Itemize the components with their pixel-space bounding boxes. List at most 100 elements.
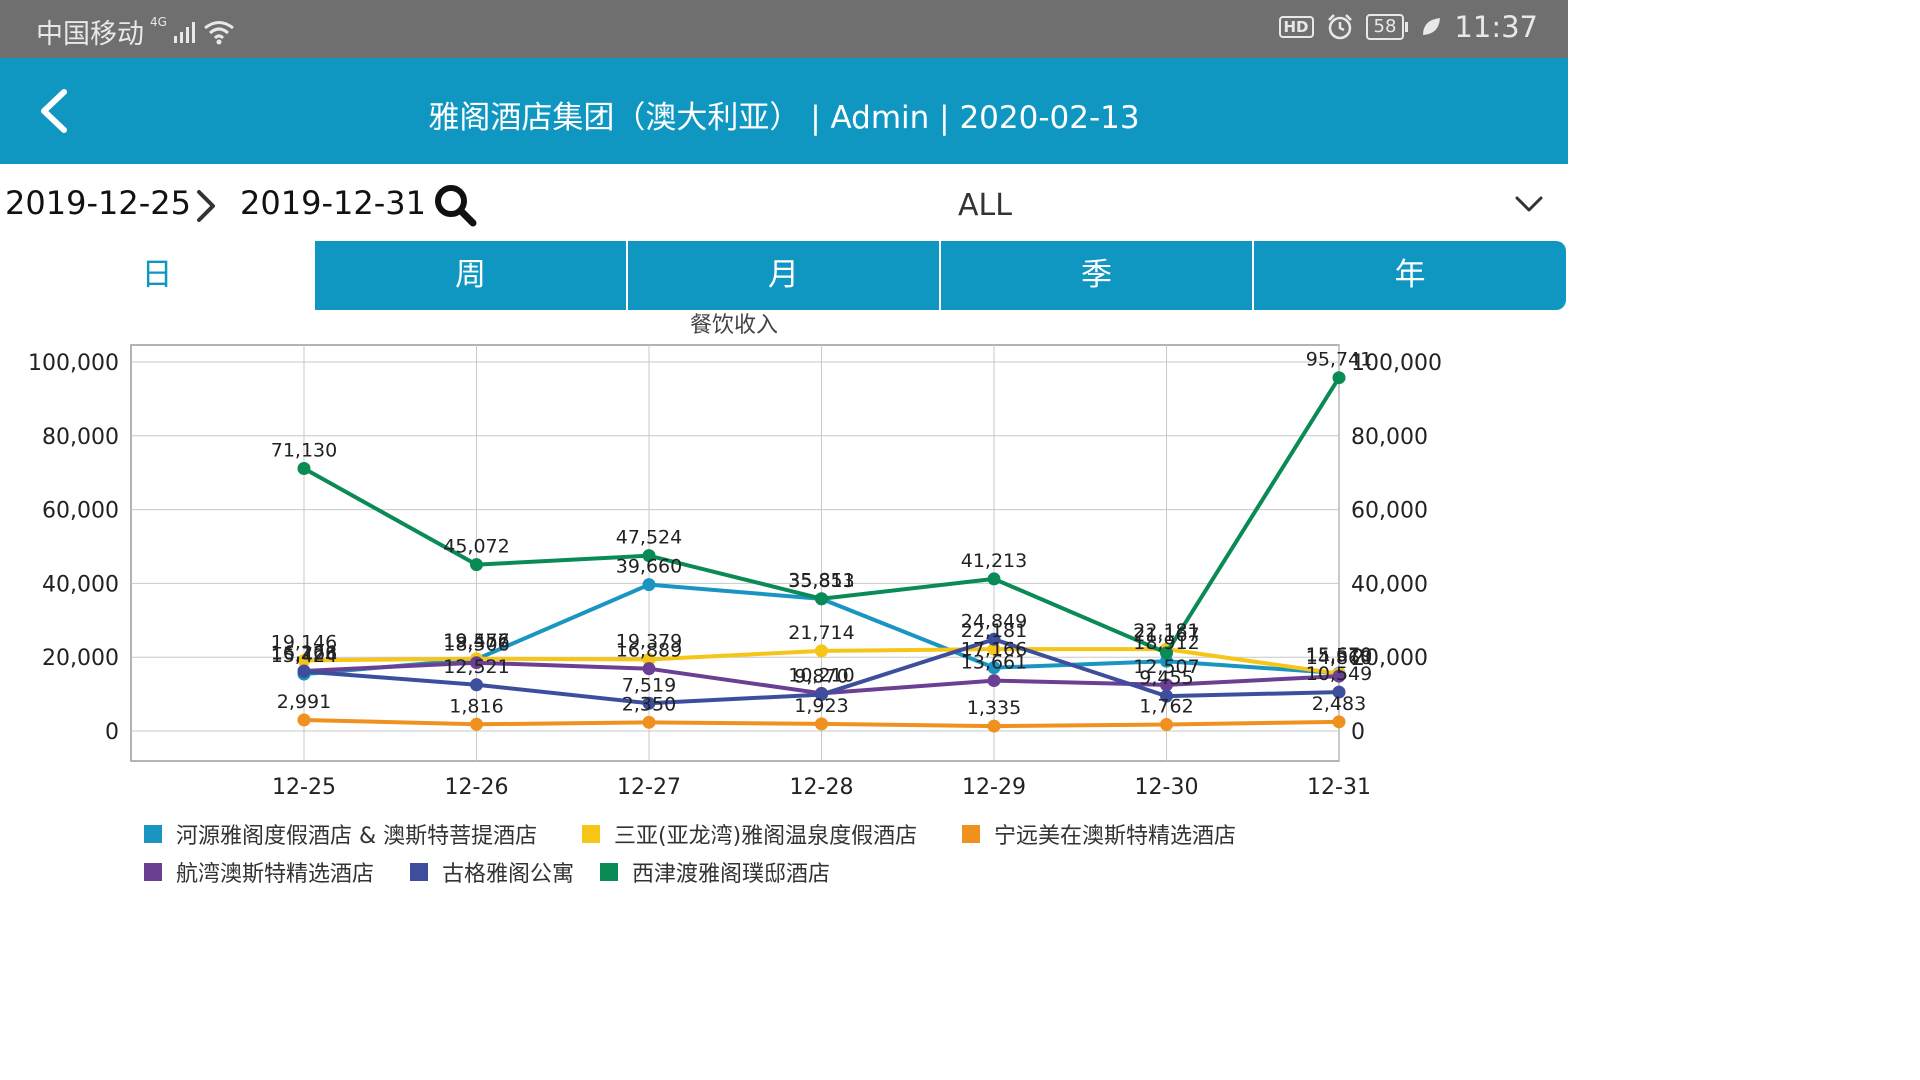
data-point [642,652,656,666]
legend-label: 河源雅阁度假酒店 & 澳斯特菩提酒店 [176,824,538,849]
data-point [987,572,1001,586]
data-point [1160,678,1173,692]
status-bar: 中国移动 4G HD 58 11:37 [0,0,1568,58]
legend-item: 河源雅阁度假酒店 & 澳斯特菩提酒店 [144,818,537,850]
data-point [987,661,1001,675]
hd-icon: HD [1278,16,1314,38]
y-tick-label-right: 100,000 [1351,351,1442,376]
y-tick-label-right: 20,000 [1351,646,1428,671]
legend-label: 宁远美在澳斯特精选酒店 [994,824,1237,849]
data-point [1332,685,1346,699]
chart-title: 餐饮收入 [690,313,778,338]
x-tick-label: 12-28 [790,775,854,800]
y-tick-label-left: 40,000 [42,572,119,597]
x-tick-label: 12-27 [617,775,681,800]
data-point [1332,715,1346,729]
data-point [642,715,656,729]
legend-swatch [582,825,600,843]
y-tick-label-right: 40,000 [1351,572,1428,597]
hotel-select-value: ALL [958,188,1012,223]
data-point [642,578,656,592]
status-right: HD 58 11:37 [1278,10,1538,44]
tab-quarter[interactable]: 季 [941,241,1252,310]
start-date-field[interactable]: 2019-12-25 [5,184,191,222]
series-layer [297,371,1346,733]
legend-item: 航湾澳斯特精选酒店 [144,856,374,888]
data-label: 35,851 [788,570,854,592]
data-label: 19,577 [443,630,509,652]
data-point [642,549,656,563]
y-tick-label-right: 60,000 [1351,499,1428,524]
y-axis-right: 100,000 80,000 60,000 40,000 20,000 0 [1351,351,1442,745]
data-point [470,717,483,731]
legend-swatch [144,825,162,843]
y-tick-label-left: 80,000 [42,425,119,450]
period-tabs: 日 周 月 季 年 [0,241,1568,310]
legend-item: 三亚(亚龙湾)雅阁温泉度假酒店 [582,818,917,850]
wifi-icon [204,20,234,44]
data-point [1160,646,1173,660]
tab-week[interactable]: 周 [315,241,626,310]
data-point [815,688,828,702]
y-tick-label-left: 0 [105,720,119,745]
x-tick-label: 12-25 [272,775,336,800]
data-label: 21,167 [1133,624,1199,646]
data-label: 12,521 [443,656,509,678]
data-point [297,664,311,678]
data-label: 14,860 [1306,647,1372,669]
legend-label: 三亚(亚龙湾)雅阁温泉度假酒店 [614,824,918,849]
data-label: 10,210 [788,664,854,686]
y-tick-label-right: 0 [1351,720,1365,745]
chevron-down-icon [1515,196,1543,212]
data-label: 1,335 [967,697,1021,719]
data-label: 1,923 [794,695,848,717]
hotel-select[interactable]: ALL [600,176,1560,234]
data-label: 7,519 [622,674,676,696]
data-label: 9,455 [1139,667,1193,689]
filter-row: 2019-12-25 2019-12-31 ALL [0,164,1568,242]
back-arrow-icon[interactable] [34,88,74,134]
battery-icon: 58 [1365,14,1409,40]
series-2 [297,713,1346,733]
data-label: 1,762 [1139,695,1193,717]
data-point [815,592,828,606]
clock-time: 11:37 [1454,10,1538,44]
alarm-icon [1327,14,1352,40]
data-point [987,642,1001,656]
legend-swatch [962,825,980,843]
y-tick-label-right: 80,000 [1351,425,1428,450]
x-axis: 12-25 12-26 12-27 12-28 12-29 12-30 12-31 [272,775,1371,800]
data-label: 45,072 [443,536,509,558]
page-title: 雅阁酒店集团（澳大利亚） | Admin | 2020-02-13 [428,100,1140,136]
y-axis-left: 100,000 80,000 60,000 40,000 20,000 0 [28,351,119,745]
data-point [1332,669,1346,683]
data-label: 21,714 [788,622,854,644]
fnb-revenue-chart: 餐饮收入 100,000 80,000 60,000 40,000 20,000 0 10… [28,313,1442,800]
data-point [642,696,656,710]
data-label: 19,379 [616,630,682,652]
title-bar: 雅阁酒店集团（澳大利亚） | Admin | 2020-02-13 [0,58,1568,164]
legend-swatch [410,863,428,881]
data-point [1160,717,1173,731]
legend-label: 古格雅阁公寓 [442,862,575,887]
data-point [297,462,311,476]
tab-month[interactable]: 月 [628,241,939,310]
data-label: 39,660 [616,556,682,578]
data-label: 19,146 [271,631,337,653]
data-label: 13,661 [961,652,1027,674]
end-date-field[interactable]: 2019-12-31 [240,184,426,222]
data-label: 24,849 [961,610,1027,632]
data-point [642,662,656,676]
legend-label: 航湾澳斯特精选酒店 [176,862,375,887]
data-label: 15,519 [1306,645,1372,667]
tab-day[interactable]: 日 [0,241,314,310]
data-label: 41,213 [961,550,1027,572]
data-label: 16,266 [271,642,337,664]
data-label: 16,128 [271,642,337,664]
search-icon[interactable] [432,182,478,228]
tab-year[interactable]: 年 [1254,241,1566,310]
data-point [987,674,1001,688]
x-tick-label: 12-31 [1307,775,1371,800]
data-point [815,644,828,658]
data-label: 10,549 [1306,663,1372,685]
